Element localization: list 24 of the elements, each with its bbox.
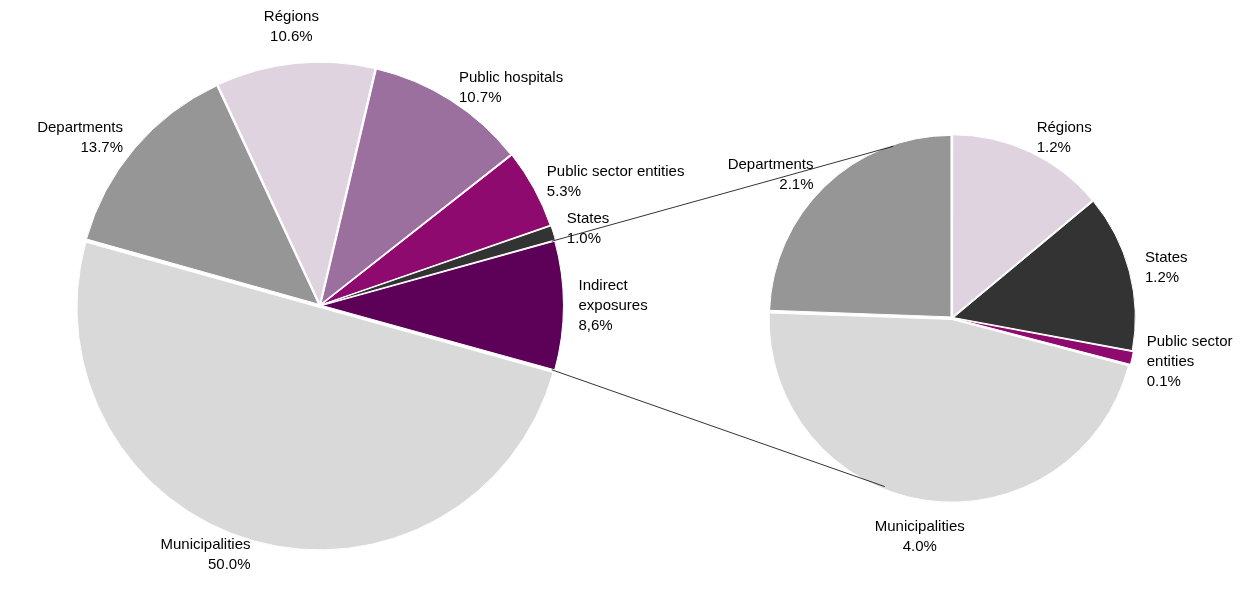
data-label: 2.1%	[779, 174, 814, 192]
data-label: 0.1%	[1146, 371, 1181, 389]
slice-label: Public sector entities	[1146, 331, 1233, 369]
data-label: 13.7%	[80, 138, 124, 156]
slice-label: Municipalities	[874, 517, 965, 535]
slice-label: States	[566, 208, 610, 226]
data-label: 4.0%	[902, 537, 937, 555]
data-label: 5.3%	[546, 181, 582, 199]
data-label: 10.7%	[458, 87, 502, 105]
slice-label: States	[1145, 247, 1188, 265]
slice-label: Municipalities	[160, 534, 251, 552]
slice-label: Indirect exposures	[578, 275, 648, 313]
data-label: 50.0%	[208, 554, 251, 572]
slice-label: Régions	[263, 6, 319, 24]
data-label: 10.6%	[270, 26, 313, 44]
slice-label: Public hospitals	[458, 67, 564, 85]
slice-label: Public sector entities	[546, 161, 685, 179]
data-label: 8,6%	[578, 315, 613, 333]
slice-label: Régions	[1036, 117, 1092, 135]
slice-label: Departments	[37, 118, 124, 136]
data-label: 1.0%	[566, 228, 602, 246]
data-label: 1.2%	[1036, 137, 1071, 155]
slice-label: Departments	[727, 154, 814, 172]
data-label: 1.2%	[1145, 267, 1180, 285]
